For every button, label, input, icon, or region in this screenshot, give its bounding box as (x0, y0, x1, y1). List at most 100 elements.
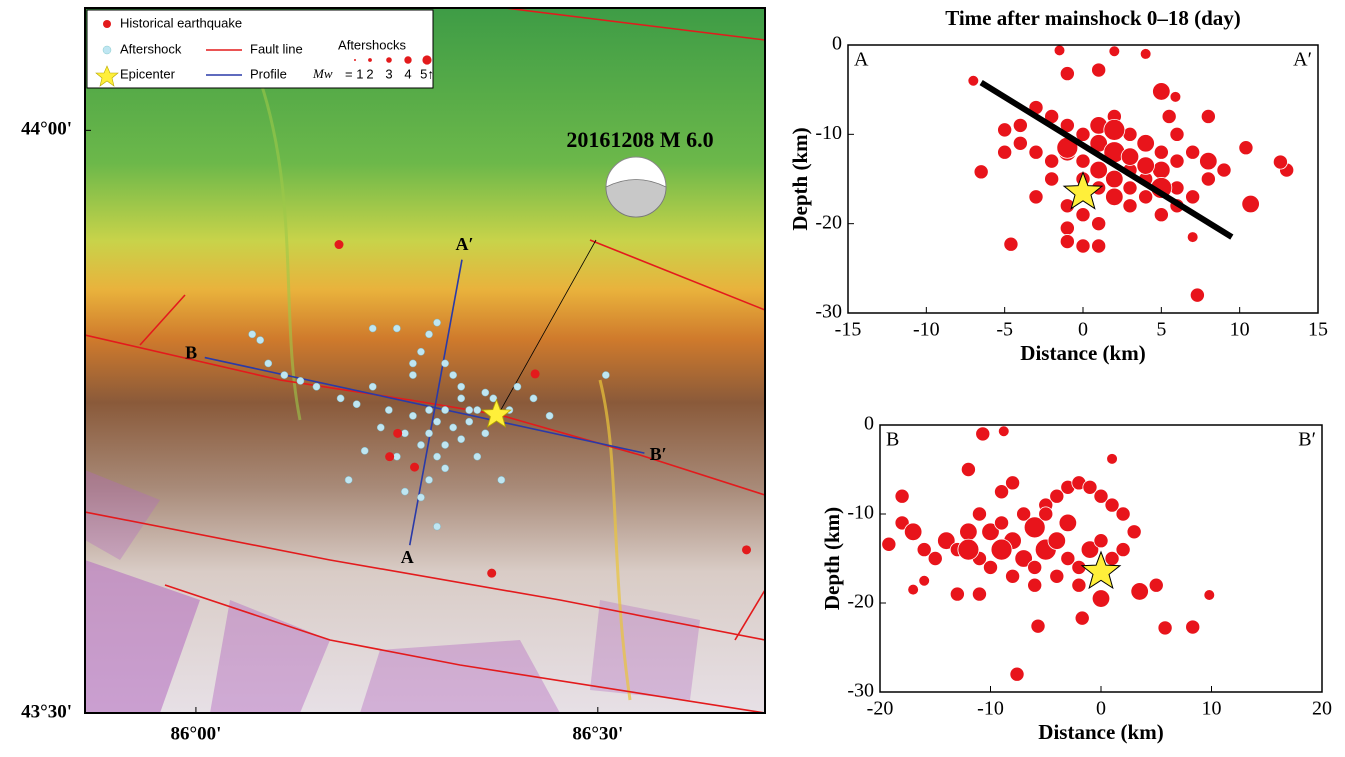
aftershock (401, 430, 408, 437)
aftershock-point (961, 462, 975, 476)
aftershock (474, 406, 481, 413)
aftershock-point (1242, 195, 1260, 213)
historical-earthquake (385, 452, 394, 461)
figure: Historical earthquake Aftershock Epicent… (0, 0, 1345, 757)
aftershock-point (1170, 91, 1181, 102)
aftershock-point (1045, 172, 1059, 186)
profile-label: A (401, 547, 414, 567)
aftershock (498, 476, 505, 483)
aftershock-point (998, 145, 1012, 159)
aftershock (433, 453, 440, 460)
historical-earthquake (410, 463, 419, 472)
legend-title: Aftershocks (338, 37, 406, 52)
aftershock (369, 325, 376, 332)
aftershock-point (1060, 234, 1074, 248)
legend-size-label: = 1 (345, 66, 363, 81)
aftershock (441, 406, 448, 413)
x-tick-label: 86°30' (572, 723, 623, 744)
legend-size-dot (404, 56, 411, 63)
y-tick-label: -20 (815, 211, 842, 233)
aftershock-point (1204, 590, 1215, 601)
x-tick-label: 0 (1096, 698, 1106, 720)
legend-size-label: 5↑ (420, 66, 434, 81)
aftershock-point (1158, 621, 1172, 635)
aftershock-point (976, 427, 990, 441)
aftershock-point (1006, 476, 1020, 490)
aftershock (361, 447, 368, 454)
aftershock-point (1153, 161, 1171, 179)
aftershock (458, 383, 465, 390)
y-tick-label: -20 (847, 591, 874, 613)
legend-size-dot (368, 58, 372, 62)
aftershock-point (1106, 188, 1124, 206)
aftershock (466, 418, 473, 425)
aftershock (458, 436, 465, 443)
aftershock-point (1186, 145, 1200, 159)
y-tick-label: -30 (815, 301, 842, 323)
aftershock (441, 441, 448, 448)
x-tick-label: 10 (1202, 698, 1222, 720)
aftershock-point (908, 584, 919, 595)
aftershock (417, 441, 424, 448)
historical-earthquake (531, 369, 540, 378)
aftershock (466, 406, 473, 413)
aftershock (433, 319, 440, 326)
aftershock-point (1010, 667, 1024, 681)
aftershock-point (1137, 134, 1155, 152)
aftershock (249, 331, 256, 338)
y-tick-label: 0 (832, 33, 842, 55)
aftershock-point (1116, 507, 1130, 521)
aftershock-point (974, 165, 988, 179)
aftershock-point (1201, 172, 1215, 186)
legend-size-dot (354, 59, 356, 61)
fit-line (981, 83, 1232, 238)
aftershock (417, 348, 424, 355)
aftershock (409, 360, 416, 367)
aftershock-point (1186, 190, 1200, 204)
aftershock-point (1029, 145, 1043, 159)
aftershock-point (1106, 170, 1124, 188)
legend-label: Fault line (250, 41, 303, 56)
aftershock (417, 494, 424, 501)
aftershock (530, 395, 537, 402)
aftershock-point (972, 507, 986, 521)
aftershock (385, 406, 392, 413)
legend-label: Mw (312, 66, 333, 81)
x-tick-label: 20 (1312, 698, 1332, 720)
aftershock (337, 395, 344, 402)
y-tick-label: 43°30' (21, 701, 72, 722)
aftershock-point (1131, 583, 1149, 601)
aftershock-point (1092, 239, 1106, 253)
aftershock-point (1273, 155, 1287, 169)
aftershock (353, 401, 360, 408)
aftershock-point (1076, 208, 1090, 222)
aftershock (409, 412, 416, 419)
aftershock-point (1187, 232, 1198, 243)
y-tick-label: 44°00' (21, 119, 72, 140)
profile-label: B (185, 343, 197, 363)
aftershock-point (1116, 543, 1130, 557)
event-label: 20161208 M 6.0 (566, 127, 713, 152)
aftershock-point (1137, 157, 1155, 175)
legend-label: Profile (250, 66, 287, 81)
x-axis-label: Distance (km) (1038, 720, 1163, 744)
aftershock (514, 383, 521, 390)
aftershock (433, 418, 440, 425)
aftershock-point (1127, 525, 1141, 539)
aftershock-point (1006, 569, 1020, 583)
aftershock-point (1162, 109, 1176, 123)
aftershock (425, 331, 432, 338)
legend-label: Aftershock (120, 41, 182, 56)
aftershock (409, 371, 416, 378)
aftershock-point (1031, 619, 1045, 633)
aftershock (450, 371, 457, 378)
x-tick-label: -10 (977, 698, 1004, 720)
x-tick-label: 5 (1156, 319, 1166, 341)
aftershock-point (958, 539, 979, 560)
aftershock-point (960, 523, 978, 541)
aftershock-point (1092, 217, 1106, 231)
aftershock-point (1200, 152, 1218, 170)
aftershock-point (1060, 221, 1074, 235)
aftershock-point (1107, 453, 1118, 464)
aftershock (345, 476, 352, 483)
